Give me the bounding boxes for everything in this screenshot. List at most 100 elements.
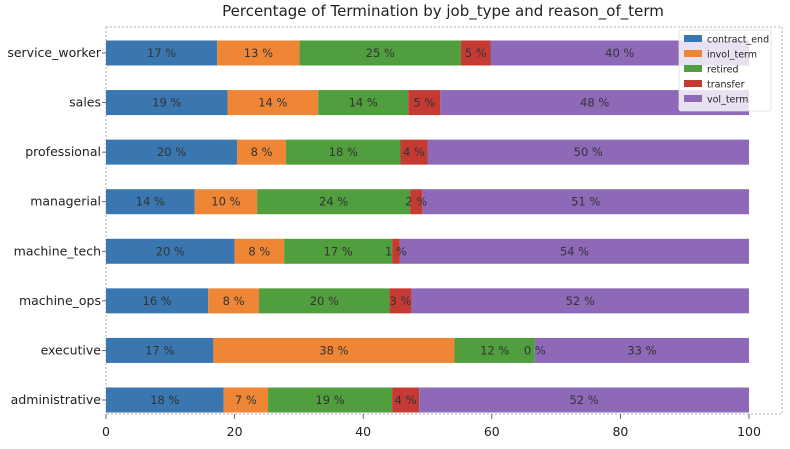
segment-label-retired-sales: 14 % [349,96,378,110]
segment-label-vol_term-executive: 33 % [627,343,656,357]
x-tick-label-60: 60 [484,424,500,439]
bar-segment-contract_end-machine_ops [106,288,209,314]
bar-segment-retired-administrative [268,387,393,413]
segment-label-retired-managerial: 24 % [319,195,348,209]
category-label-executive: executive [41,342,102,357]
bar-segment-invol_term-administrative [223,387,269,413]
bar-segment-vol_term-executive [534,337,749,363]
segment-label-invol_term-sales: 14 % [258,96,287,110]
segment-label-retired-administrative: 19 % [315,393,344,407]
bar-segment-transfer-managerial [410,189,423,215]
bar-segment-transfer-professional [400,139,428,165]
category-label-service_worker: service_worker [7,45,102,60]
bar-segment-invol_term-sales [227,90,319,116]
legend-label-contract_end: contract_end [707,35,769,46]
bars-layer [106,40,749,413]
bar-segment-retired-service_worker [299,40,461,66]
bar-segment-invol_term-managerial [194,189,258,215]
segment-label-contract_end-professional: 20 % [157,145,186,159]
segment-label-contract_end-service_worker: 17 % [147,46,176,60]
x-tick-label-0: 0 [102,424,110,439]
bar-segment-retired-executive [454,337,535,363]
segment-label-vol_term-professional: 50 % [574,145,603,159]
category-label-managerial: managerial [30,194,101,209]
bar-segment-transfer-machine_tech [392,238,400,264]
segment-label-retired-professional: 18 % [329,145,358,159]
segment-labels-layer: 17 % 13 % 25 % 5 % 40 % 19 % 14 % 14 % 5 % 48 % 20… [136,46,657,407]
legend-label-vol_term: vol_term [707,95,748,106]
segment-label-transfer-executive: 0 % [524,343,546,357]
segment-label-retired-machine_ops: 20 % [310,294,339,308]
segment-label-invol_term-professional: 8 % [251,145,273,159]
x-tick-label-100: 100 [737,424,761,439]
segment-label-vol_term-sales: 48 % [580,96,609,110]
segment-label-retired-executive: 12 % [480,343,509,357]
segment-label-transfer-machine_ops: 3 % [390,294,412,308]
bar-segment-retired-machine_ops [259,288,390,314]
segment-label-contract_end-administrative: 18 % [150,393,179,407]
chart-title: Percentage of Termination by job_type an… [222,2,664,21]
segment-label-transfer-managerial: 2 % [405,195,427,209]
bar-segment-retired-sales [318,90,409,116]
legend-label-invol_term: invol_term [707,50,757,61]
bar-segment-transfer-machine_ops [389,288,412,314]
legend-label-transfer: transfer [707,80,745,91]
bar-segment-invol_term-machine_ops [208,288,260,314]
bar-segment-contract_end-professional [106,139,238,165]
x-tick-label-20: 20 [227,424,243,439]
category-label-machine_tech: machine_tech [14,243,101,258]
segment-label-transfer-professional: 4 % [403,145,425,159]
bar-segment-invol_term-service_worker [217,40,300,66]
bar-segment-invol_term-executive [213,337,455,363]
bar-segment-vol_term-professional [427,139,749,165]
segment-label-vol_term-machine_tech: 54 % [560,244,589,258]
segment-label-vol_term-administrative: 52 % [569,393,598,407]
segment-label-contract_end-executive: 17 % [145,343,174,357]
legend-swatch-transfer [684,80,702,87]
category-label-sales: sales [69,95,101,110]
segment-label-transfer-administrative: 4 % [395,393,417,407]
x-tick-label-80: 80 [612,424,628,439]
segment-label-invol_term-machine_tech: 8 % [248,244,270,258]
category-label-machine_ops: machine_ops [19,293,101,308]
bar-segment-invol_term-machine_tech [234,238,285,264]
bar-segment-contract_end-machine_tech [106,238,235,264]
segment-label-vol_term-service_worker: 40 % [605,46,634,60]
segment-label-transfer-machine_tech: 1 % [385,244,407,258]
x-tick-label-40: 40 [355,424,371,439]
bar-segment-vol_term-machine_tech [399,238,749,264]
legend-label-retired: retired [707,65,738,76]
bar-segment-vol_term-machine_ops [411,288,749,314]
segment-label-invol_term-administrative: 7 % [235,393,257,407]
segment-label-vol_term-managerial: 51 % [571,195,600,209]
legend-swatch-retired [684,65,702,72]
segment-label-retired-machine_tech: 17 % [324,244,353,258]
segment-label-contract_end-sales: 19 % [152,96,181,110]
bar-segment-contract_end-managerial [106,189,195,215]
bar-segment-contract_end-sales [106,90,228,116]
segment-label-retired-service_worker: 25 % [366,46,395,60]
plot-area-frame [105,26,783,415]
bar-segment-transfer-service_worker [460,40,491,66]
bar-segment-transfer-administrative [392,387,420,413]
segment-label-transfer-sales: 5 % [413,96,435,110]
segment-label-vol_term-machine_ops: 52 % [566,294,595,308]
segment-label-invol_term-service_worker: 13 % [244,46,273,60]
bar-segment-invol_term-professional [237,139,287,165]
bar-segment-contract_end-administrative [106,387,224,413]
bar-segment-retired-managerial [257,189,411,215]
segment-label-contract_end-machine_tech: 20 % [156,244,185,258]
segment-label-invol_term-machine_ops: 8 % [223,294,245,308]
legend-swatch-contract_end [684,35,702,42]
x-axis: 0 20 40 60 80 100 [102,414,761,439]
bar-segment-vol_term-administrative [419,387,749,413]
bar-segment-transfer-sales [408,90,441,116]
category-label-administrative: administrative [11,392,102,407]
bar-segment-contract_end-executive [106,337,214,363]
segment-label-transfer-service_worker: 5 % [465,46,487,60]
segment-label-invol_term-managerial: 10 % [211,195,240,209]
bar-segment-retired-machine_tech [284,238,393,264]
segment-label-contract_end-managerial: 14 % [136,195,165,209]
